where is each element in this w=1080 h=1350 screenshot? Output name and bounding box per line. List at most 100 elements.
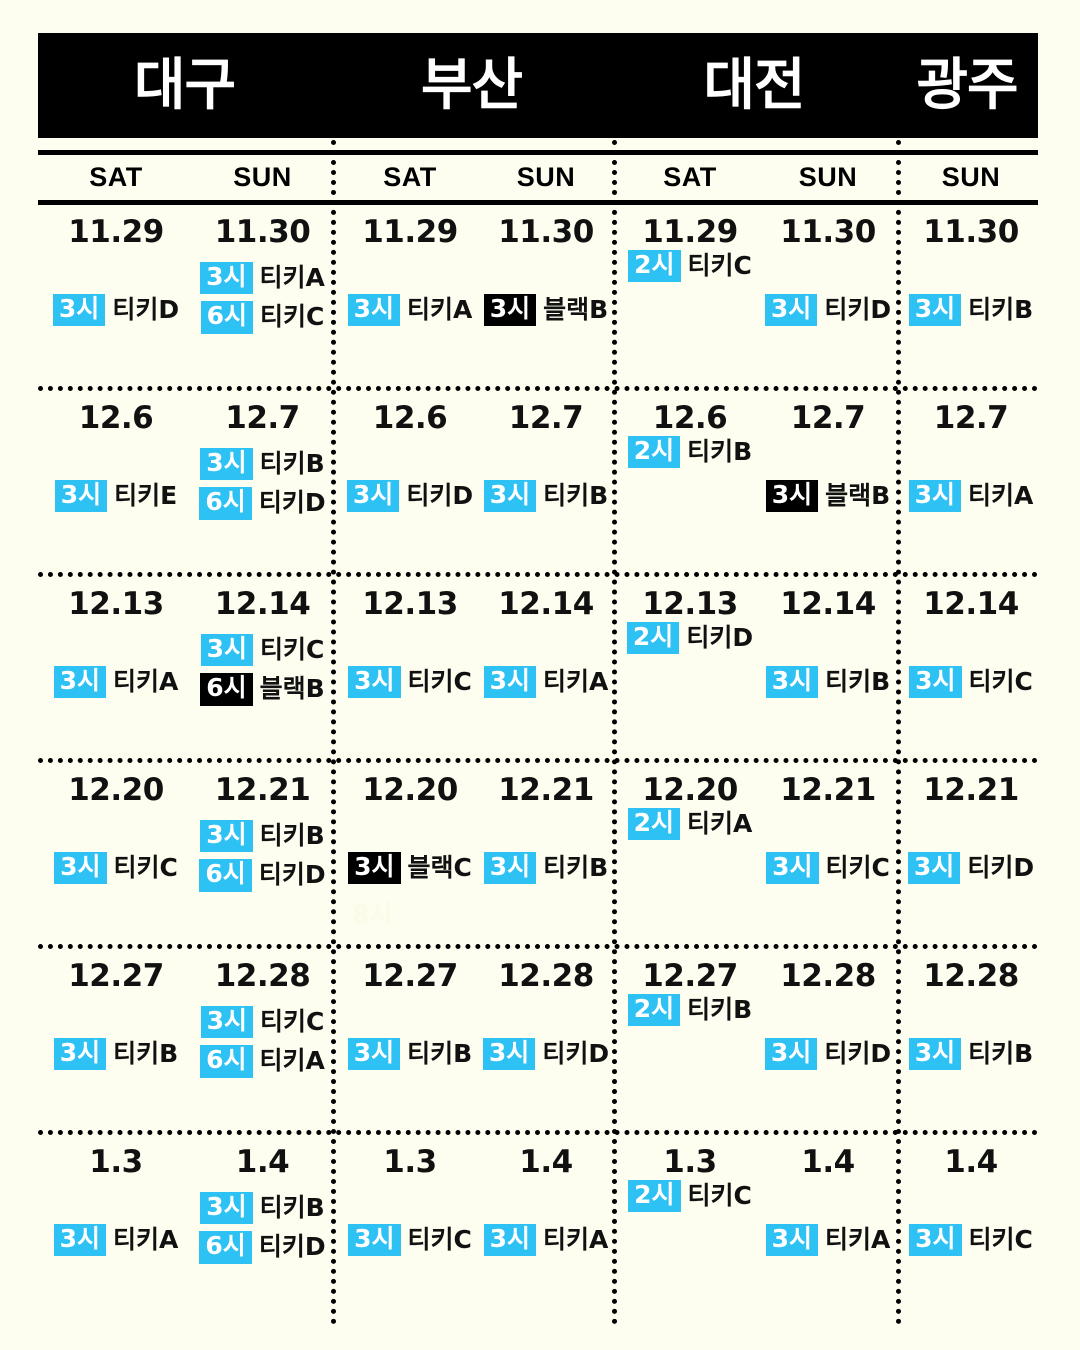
- schedule-cell[interactable]: 12.7 3시 티키A: [904, 391, 1038, 577]
- schedule-event[interactable]: 3시 블랙C: [348, 852, 472, 885]
- schedule-cell[interactable]: 11.30 3시 티키B: [904, 205, 1038, 391]
- schedule-cell[interactable]: 12.14 3시 티키A: [480, 577, 612, 763]
- schedule-cell[interactable]: 1.4 3시 티키C: [904, 1135, 1038, 1321]
- schedule-cell[interactable]: 12.7 3시 티키B: [480, 391, 612, 577]
- schedule-cell[interactable]: 12.13 3시 티키C: [340, 577, 480, 763]
- schedule-event[interactable]: 3시 티키D: [482, 1038, 609, 1071]
- schedule-event[interactable]: 3시 티키D: [764, 294, 891, 327]
- schedule-cell[interactable]: 12.21 3시 티키B 6시 티키D: [194, 763, 331, 949]
- schedule-cell[interactable]: 11.29 2시 티키C: [620, 205, 760, 391]
- schedule-cell[interactable]: 1.3 3시 티키A: [38, 1135, 194, 1321]
- ghost-artifact-text: 8시: [352, 900, 393, 929]
- schedule-event[interactable]: 3시 티키B: [200, 1192, 325, 1225]
- schedule-event[interactable]: 3시 티키A: [483, 1224, 608, 1257]
- schedule-event[interactable]: 6시 티키D: [199, 859, 326, 892]
- schedule-cell[interactable]: 12.27 3시 티키B: [38, 949, 194, 1135]
- schedule-event[interactable]: 6시 티키A: [200, 1045, 325, 1078]
- schedule-event[interactable]: 3시 블랙B: [483, 294, 608, 327]
- cell-date: 11.29: [642, 214, 738, 250]
- schedule-event[interactable]: 2시 티키A: [627, 808, 752, 841]
- schedule-cell[interactable]: 12.13 3시 티키A: [38, 577, 194, 763]
- schedule-event[interactable]: 3시 티키B: [765, 666, 890, 699]
- schedule-event[interactable]: 3시 티키D: [907, 852, 1034, 885]
- schedule-event[interactable]: 3시 티키A: [53, 1224, 178, 1257]
- schedule-event[interactable]: 6시 티키C: [200, 301, 324, 334]
- schedule-event[interactable]: 3시 티키B: [200, 448, 325, 481]
- schedule-cell[interactable]: 1.4 3시 티키A: [480, 1135, 612, 1321]
- schedule-event[interactable]: 3시 티키A: [200, 262, 325, 295]
- schedule-cell[interactable]: 12.27 3시 티키B: [340, 949, 480, 1135]
- schedule-cell[interactable]: 12.6 3시 티키D: [340, 391, 480, 577]
- schedule-event[interactable]: 3시 티키B: [908, 1038, 1033, 1071]
- schedule-event[interactable]: 3시 티키E: [54, 480, 177, 513]
- schedule-cell[interactable]: 12.21 3시 티키D: [904, 763, 1038, 949]
- schedule-event[interactable]: 3시 티키C: [766, 852, 890, 885]
- schedule-cell[interactable]: 11.29 3시 티키D: [38, 205, 194, 391]
- event-time-badge: 3시: [53, 1038, 107, 1071]
- schedule-cell[interactable]: 12.21 3시 티키B: [480, 763, 612, 949]
- schedule-event[interactable]: 3시 티키B: [483, 852, 608, 885]
- cell-event-list: 3시 티키B: [480, 480, 612, 513]
- schedule-cell[interactable]: 12.20 2시 티키A: [620, 763, 760, 949]
- schedule-event[interactable]: 2시 티키B: [627, 994, 752, 1027]
- schedule-event[interactable]: 6시 블랙B: [200, 673, 325, 706]
- schedule-event[interactable]: 3시 티키A: [483, 666, 608, 699]
- schedule-cell[interactable]: 11.29 3시 티키A: [340, 205, 480, 391]
- schedule-cell[interactable]: 12.21 3시 티키C: [760, 763, 896, 949]
- schedule-cell[interactable]: 11.30 3시 티키A 6시 티키C: [194, 205, 331, 391]
- schedule-event[interactable]: 3시 티키C: [348, 666, 472, 699]
- schedule-cell[interactable]: 12.20 3시 블랙C: [340, 763, 480, 949]
- schedule-cell[interactable]: 12.14 3시 티키C 6시 블랙B: [194, 577, 331, 763]
- schedule-cell[interactable]: 12.28 3시 티키B: [904, 949, 1038, 1135]
- schedule-event[interactable]: 3시 티키D: [764, 1038, 891, 1071]
- event-title-label: 티키D: [406, 481, 474, 510]
- schedule-event[interactable]: 2시 티키C: [628, 250, 752, 283]
- schedule-cell[interactable]: 12.6 3시 티키E: [38, 391, 194, 577]
- schedule-event[interactable]: 3시 티키B: [347, 1038, 472, 1071]
- schedule-event[interactable]: 2시 티키D: [626, 622, 753, 655]
- schedule-event[interactable]: 3시 블랙B: [765, 480, 890, 513]
- schedule-cell[interactable]: 1.4 3시 티키B 6시 티키D: [194, 1135, 331, 1321]
- schedule-event[interactable]: 3시 티키C: [200, 634, 324, 667]
- schedule-cell[interactable]: 12.6 2시 티키B: [620, 391, 760, 577]
- schedule-event[interactable]: 3시 티키A: [347, 294, 472, 327]
- schedule-cell[interactable]: 12.27 2시 티키B: [620, 949, 760, 1135]
- event-title-label: 티키A: [113, 667, 179, 696]
- schedule-cell[interactable]: 12.28 3시 티키C 6시 티키A: [194, 949, 331, 1135]
- schedule-event[interactable]: 3시 티키D: [346, 480, 474, 513]
- event-time-badge: 3시: [483, 1224, 537, 1257]
- schedule-event[interactable]: 2시 티키C: [628, 1180, 752, 1213]
- schedule-cell[interactable]: 12.28 3시 티키D: [480, 949, 612, 1135]
- schedule-cell[interactable]: 1.4 3시 티키A: [760, 1135, 896, 1321]
- schedule-event[interactable]: 6시 티키D: [199, 1231, 326, 1264]
- schedule-cell[interactable]: 1.3 2시 티키C: [620, 1135, 760, 1321]
- schedule-cell[interactable]: 12.14 3시 티키C: [904, 577, 1038, 763]
- cell-event-list: 3시 티키B: [480, 852, 612, 885]
- schedule-cell[interactable]: 1.3 3시 티키C: [340, 1135, 480, 1321]
- schedule-event[interactable]: 3시 티키C: [909, 1224, 1033, 1257]
- schedule-event[interactable]: 3시 티키B: [53, 1038, 178, 1071]
- schedule-event[interactable]: 3시 티키A: [765, 1224, 890, 1257]
- schedule-cell[interactable]: 12.7 3시 티키B 6시 티키D: [194, 391, 331, 577]
- cell-event-list: 3시 티키C 6시 티키A: [194, 1006, 331, 1078]
- schedule-cell[interactable]: 12.28 3시 티키D: [760, 949, 896, 1135]
- event-time-badge: 3시: [908, 294, 962, 327]
- schedule-cell[interactable]: 12.20 3시 티키C: [38, 763, 194, 949]
- schedule-event[interactable]: 2시 티키B: [627, 436, 752, 469]
- schedule-event[interactable]: 3시 티키D: [52, 294, 179, 327]
- schedule-cell[interactable]: 11.30 3시 티키D: [760, 205, 896, 391]
- schedule-event[interactable]: 3시 티키C: [909, 666, 1033, 699]
- schedule-event[interactable]: 3시 티키B: [908, 294, 1033, 327]
- schedule-cell[interactable]: 12.13 2시 티키D: [620, 577, 760, 763]
- schedule-cell[interactable]: 11.30 3시 블랙B: [480, 205, 612, 391]
- schedule-event[interactable]: 3시 티키C: [54, 852, 178, 885]
- schedule-event[interactable]: 3시 티키C: [348, 1224, 472, 1257]
- schedule-cell[interactable]: 12.14 3시 티키B: [760, 577, 896, 763]
- schedule-event[interactable]: 3시 티키A: [53, 666, 179, 699]
- schedule-event[interactable]: 6시 티키D: [199, 487, 326, 520]
- schedule-cell[interactable]: 12.7 3시 블랙B: [760, 391, 896, 577]
- schedule-event[interactable]: 3시 티키B: [483, 480, 608, 513]
- schedule-event[interactable]: 3시 티키B: [200, 820, 325, 853]
- schedule-event[interactable]: 3시 티키C: [200, 1006, 324, 1039]
- schedule-event[interactable]: 3시 티키A: [908, 480, 1033, 513]
